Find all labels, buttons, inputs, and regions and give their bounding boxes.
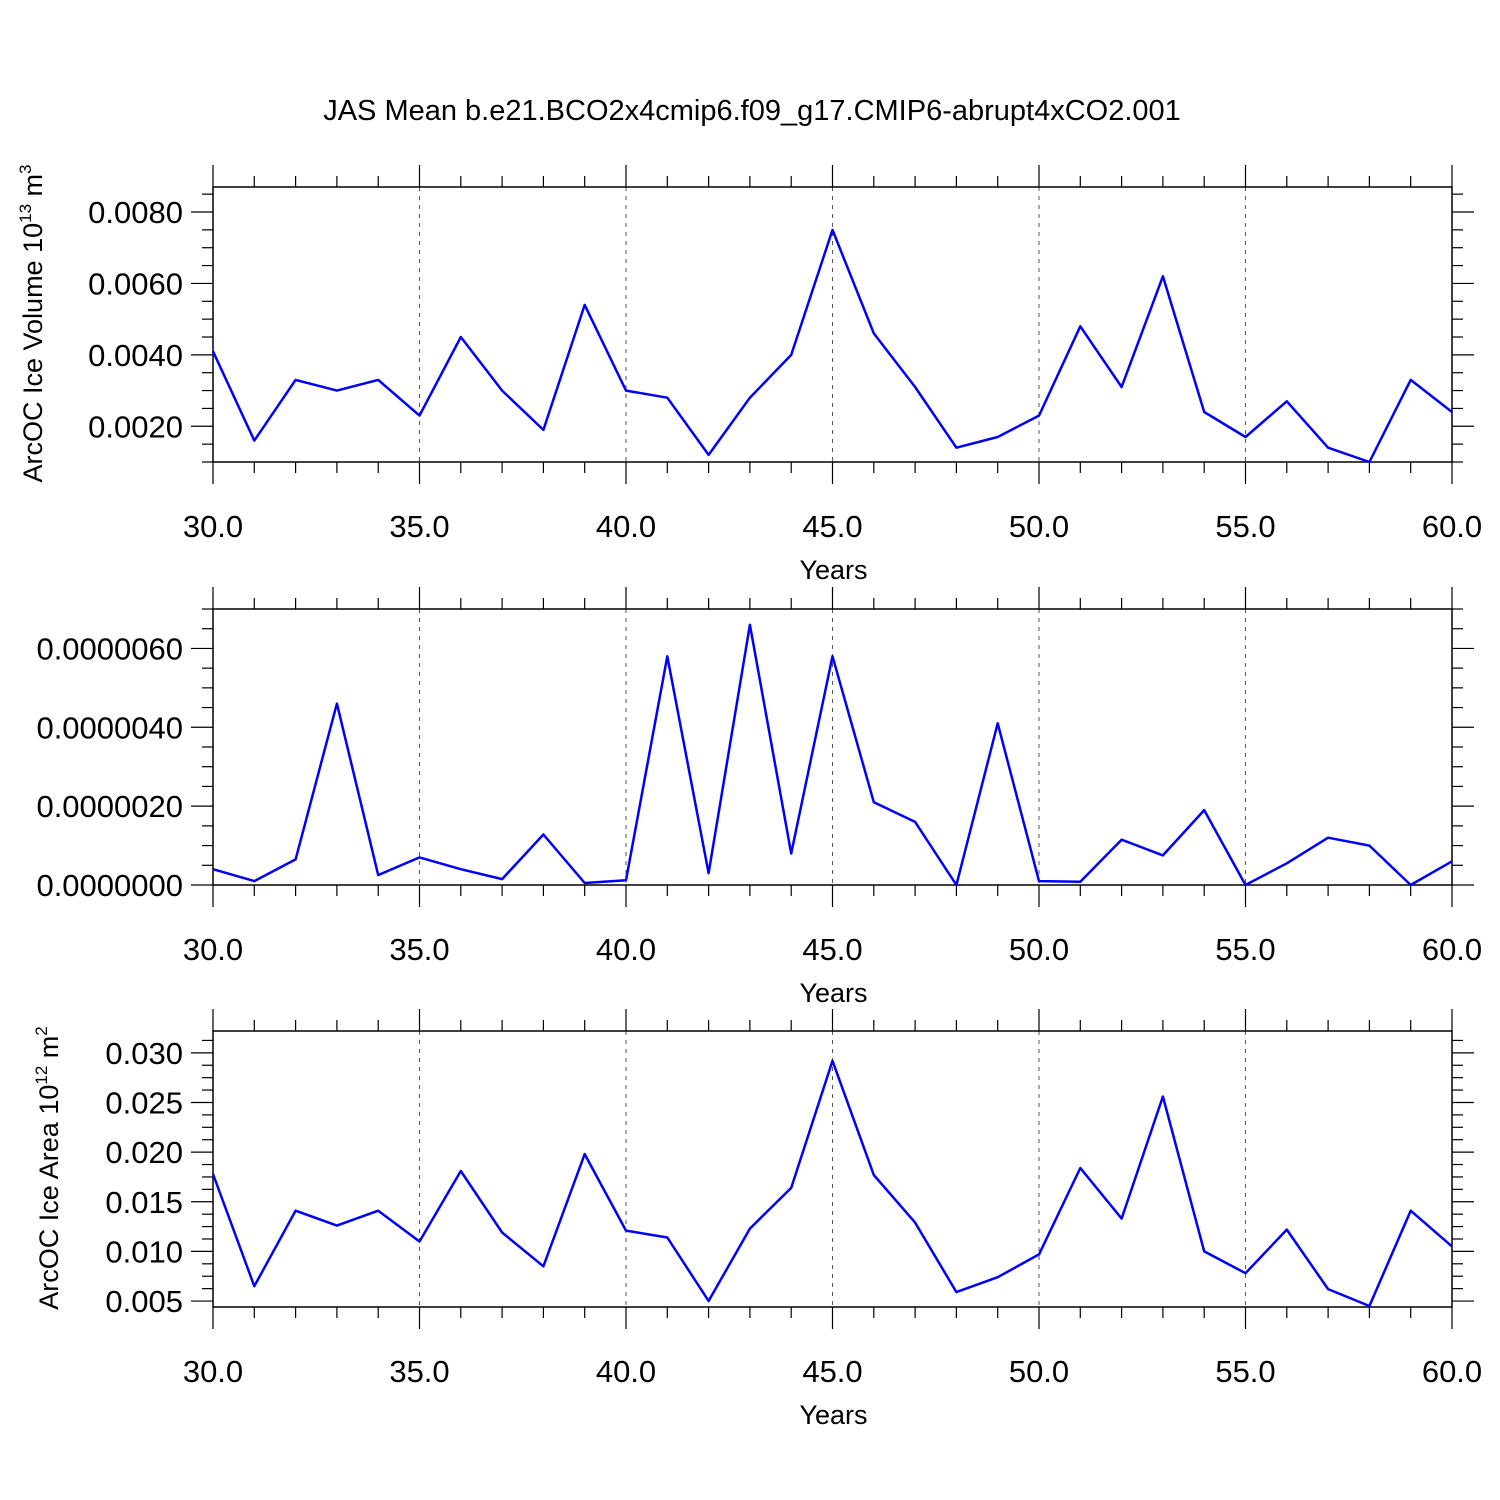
y-tick-label: 0.010 xyxy=(105,1234,183,1269)
plot-frame xyxy=(212,608,1453,886)
y-tick-label: 0.030 xyxy=(105,1036,183,1071)
x-tick-labels: 30.0 35.0 40.0 45.0 50.0 55.0 60.0 xyxy=(183,509,1482,544)
x-tick-label: 45.0 xyxy=(802,1354,862,1389)
x-tick-label: 60.0 xyxy=(1422,932,1482,967)
x-tick-label: 50.0 xyxy=(1009,1354,1069,1389)
y-tick-labels: 0.005 0.010 0.015 0.020 0.025 0.030 xyxy=(105,1036,183,1319)
x-tick-label: 55.0 xyxy=(1215,932,1275,967)
axis-ticks xyxy=(191,165,1474,484)
y-tick-label: 0.0060 xyxy=(88,266,183,301)
y-tick-label: 0.0040 xyxy=(88,338,183,373)
y-axis-title-text: ArcOC Ice Volume 10 xyxy=(18,223,48,483)
y-tick-label: 0.015 xyxy=(105,1185,183,1220)
x-tick-label: 35.0 xyxy=(389,932,449,967)
y-axis-title: ArcOC Ice Area 1012 m2 xyxy=(32,1026,64,1310)
panel-middle: 0.0000000 0.0000020 0.0000040 0.0000060 30.… xyxy=(36,587,1482,1008)
x-tick-label: 45.0 xyxy=(802,509,862,544)
y-tick-label: 0.0080 xyxy=(88,195,183,230)
y-tick-label: 0.005 xyxy=(105,1284,183,1319)
x-axis-title: Years xyxy=(799,555,867,585)
grid-lines xyxy=(419,187,1246,462)
x-tick-label: 40.0 xyxy=(596,932,656,967)
y-tick-label: 0.0000020 xyxy=(36,789,183,824)
series-line-middle xyxy=(212,623,1453,887)
axis-ticks xyxy=(191,587,1474,907)
panel-ice-volume: 0.0020 0.0040 0.0060 0.0080 30.0 35.0 40.0 45.… xyxy=(16,164,1482,585)
x-tick-label: 30.0 xyxy=(183,1354,243,1389)
y-tick-label: 0.020 xyxy=(105,1135,183,1170)
x-tick-label: 40.0 xyxy=(596,509,656,544)
y-tick-label: 0.0000040 xyxy=(36,710,183,745)
grid-lines xyxy=(419,609,1246,885)
series-line-ice-area xyxy=(211,1059,1453,1308)
x-tick-labels: 30.0 35.0 40.0 45.0 50.0 55.0 60.0 xyxy=(183,932,1482,967)
y-axis-title-text: ArcOC Ice Area 10 xyxy=(34,1085,64,1310)
y-tick-label: 0.0000000 xyxy=(36,868,183,903)
plot-frame xyxy=(212,186,1453,463)
x-tick-label: 30.0 xyxy=(183,932,243,967)
y-axis-title-unit: m xyxy=(34,1036,64,1066)
x-axis-title: Years xyxy=(799,1400,867,1430)
x-tick-label: 45.0 xyxy=(802,932,862,967)
x-tick-label: 35.0 xyxy=(389,1354,449,1389)
y-axis-title-exponent: 13 xyxy=(16,204,35,223)
figure-title: JAS Mean b.e21.BCO2x4cmip6.f09_g17.CMIP6… xyxy=(323,95,1181,127)
y-tick-labels: 0.0020 0.0040 0.0060 0.0080 xyxy=(88,195,183,444)
panel-ice-area: 0.005 0.010 0.015 0.020 0.025 0.030 30.0 35.0 4… xyxy=(32,1009,1482,1430)
y-tick-label: 0.0000060 xyxy=(36,631,183,666)
y-axis-title-unit-exponent: 2 xyxy=(32,1026,51,1035)
x-axis-title: Years xyxy=(799,978,867,1008)
y-tick-labels: 0.0000000 0.0000020 0.0000040 0.0000060 xyxy=(36,631,183,903)
x-tick-label: 60.0 xyxy=(1422,1354,1482,1389)
x-tick-label: 60.0 xyxy=(1422,509,1482,544)
y-axis-title-unit-exponent: 3 xyxy=(16,164,35,173)
y-axis-title: ArcOC Ice Volume 1013 m3 xyxy=(16,164,48,482)
x-tick-label: 55.0 xyxy=(1215,509,1275,544)
plot-frame xyxy=(212,1030,1453,1308)
x-tick-label: 35.0 xyxy=(389,509,449,544)
series-line-ice-volume xyxy=(211,228,1453,464)
y-tick-label: 0.025 xyxy=(105,1085,183,1120)
grid-lines xyxy=(419,1031,1246,1307)
x-tick-labels: 30.0 35.0 40.0 45.0 50.0 55.0 60.0 xyxy=(183,1354,1482,1389)
x-tick-label: 50.0 xyxy=(1009,932,1069,967)
x-tick-label: 40.0 xyxy=(596,1354,656,1389)
x-tick-label: 50.0 xyxy=(1009,509,1069,544)
x-tick-label: 55.0 xyxy=(1215,1354,1275,1389)
axis-ticks xyxy=(191,1009,1474,1329)
y-tick-label: 0.0020 xyxy=(88,409,183,444)
y-axis-title-exponent: 12 xyxy=(32,1066,51,1085)
x-tick-label: 30.0 xyxy=(183,509,243,544)
y-axis-title-unit: m xyxy=(18,174,48,204)
